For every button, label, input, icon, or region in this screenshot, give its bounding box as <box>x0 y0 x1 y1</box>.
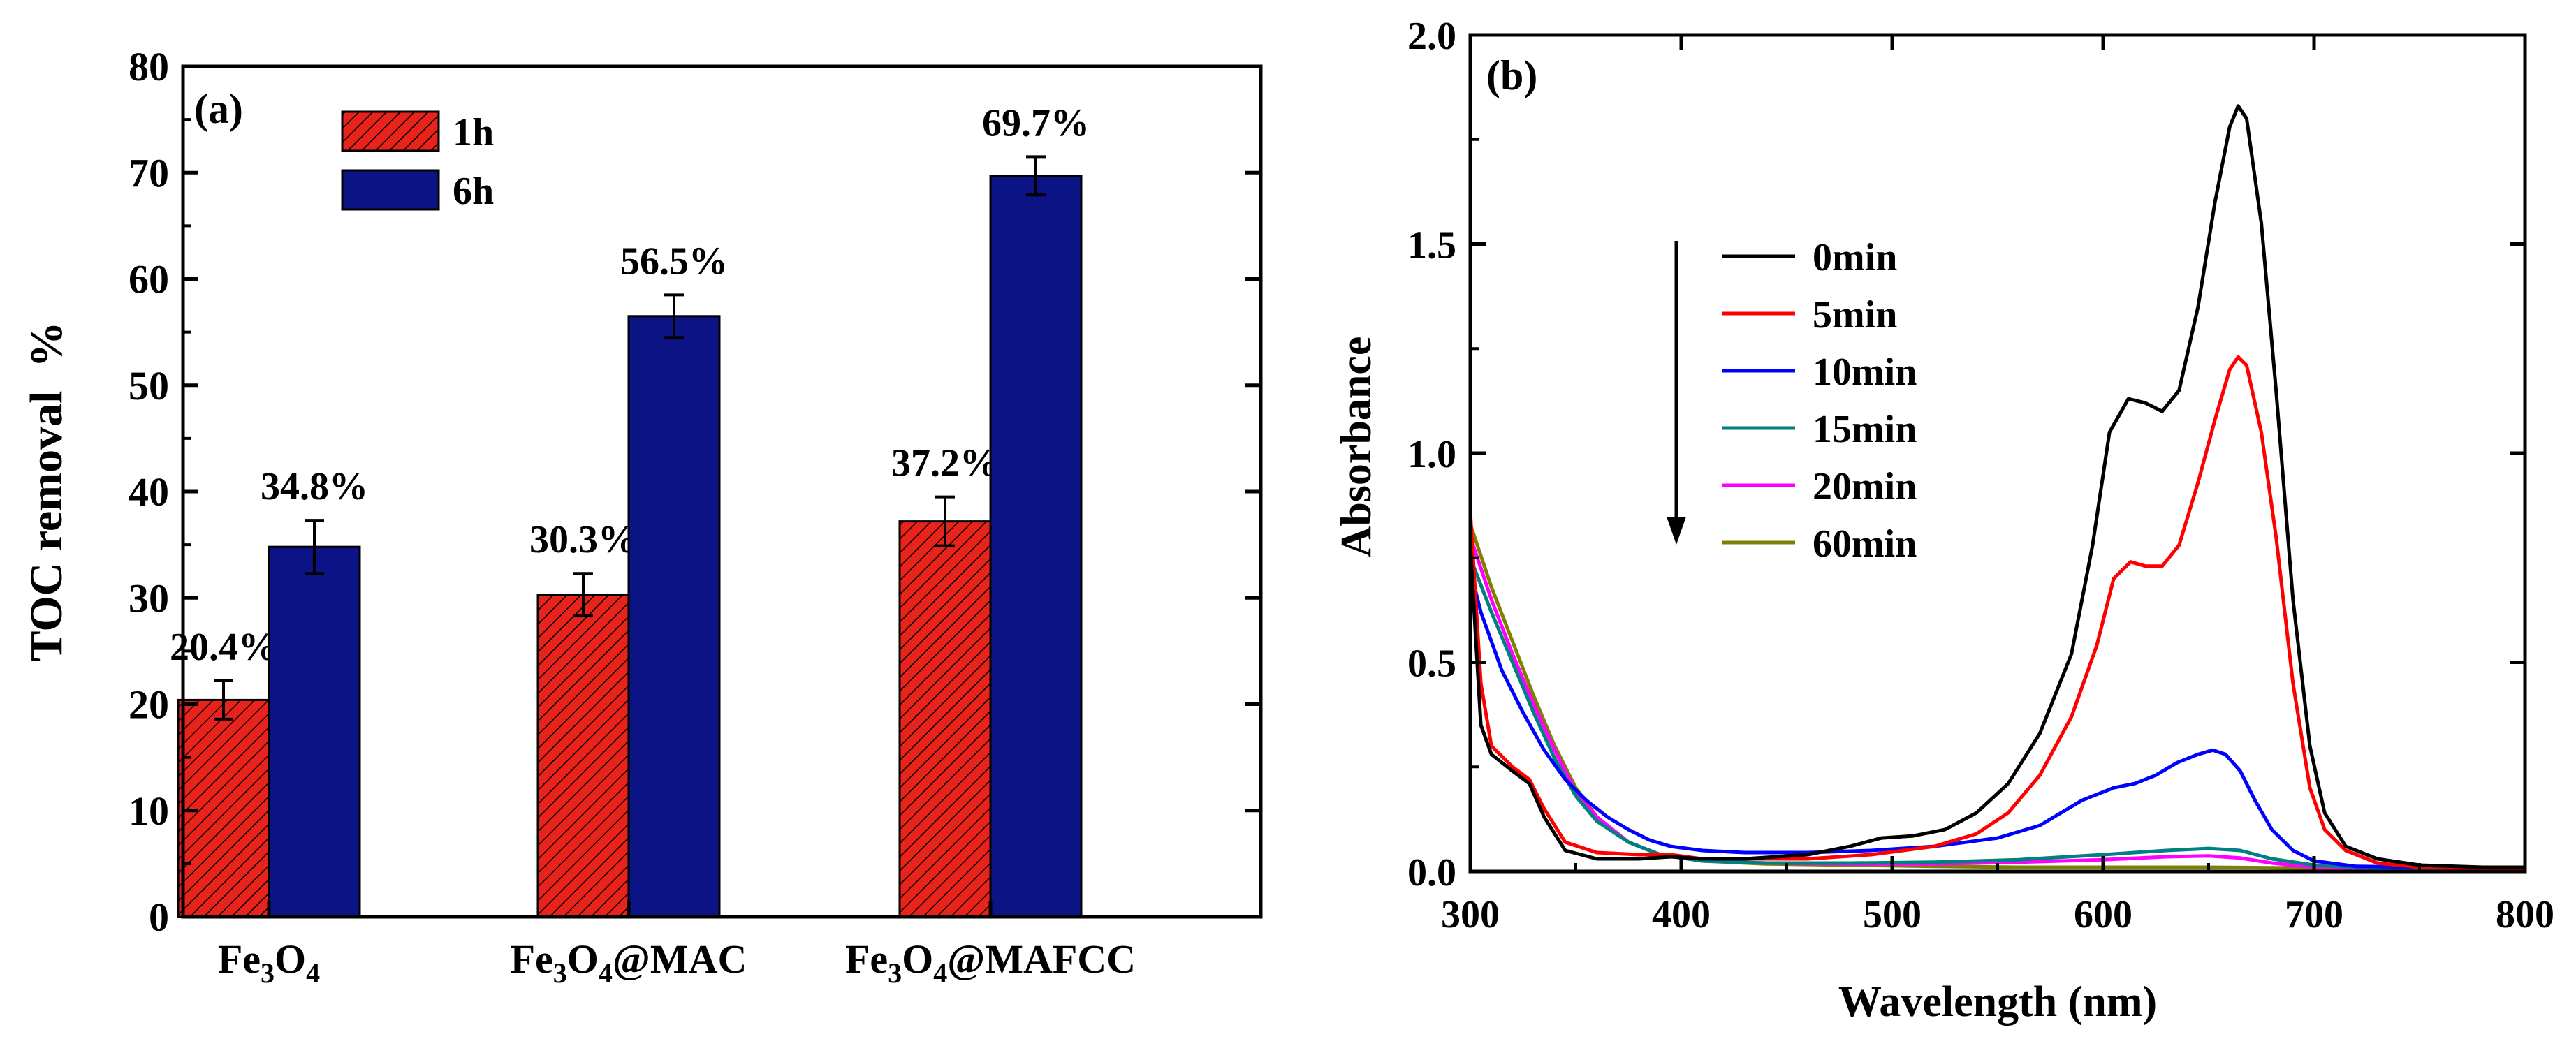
bar-chart-panel: 20.4%30.3%37.2%34.8%56.5%69.7% 010203040… <box>21 44 1263 989</box>
line-chart-y-axis: 0.0 0.5 1.0 1.5 2.0 <box>1407 15 2525 894</box>
line-chart-frame <box>1468 33 2527 874</box>
legend-arrow-head <box>1667 517 1686 545</box>
legend-label-60min: 60min <box>1813 522 1917 566</box>
data-label: 30.3% <box>529 518 637 561</box>
subscript: 3 <box>888 957 902 989</box>
bar-chart-x-axis: Fe3O4 Fe3O4@MAC Fe3O4@MAFCC <box>218 901 1136 989</box>
y-tick-label: 0.0 <box>1407 851 1456 894</box>
data-label: 34.8% <box>261 465 368 508</box>
label-part: Fe <box>218 936 261 982</box>
subscript: 4 <box>599 957 613 989</box>
y-tick-label: 1.0 <box>1407 433 1456 476</box>
series-line-60min <box>1468 524 2526 871</box>
legend-label-6h: 6h <box>453 170 494 213</box>
y-tick-label: 60 <box>129 257 169 302</box>
line-chart-panel-label: (b) <box>1486 52 1537 98</box>
x-tick-label: Fe3O4 <box>218 936 320 989</box>
x-tick-label: 300 <box>1441 893 1500 936</box>
label-part: @MAFCC <box>947 936 1136 982</box>
series-line-15min <box>1468 557 2526 871</box>
bar-chart-y-axis-title: TOC removal % <box>21 321 72 661</box>
y-tick-label: 0.5 <box>1407 642 1456 686</box>
bar-chart-y-axis: 0 10 20 30 40 50 60 70 80 <box>129 44 1261 940</box>
x-tick-label: Fe3O4@MAFCC <box>845 936 1136 989</box>
series-line-0min <box>1468 104 2525 869</box>
subscript: 3 <box>553 957 567 989</box>
label-part: @MAC <box>613 936 747 982</box>
line-chart-y-axis-title: Absorbance <box>1333 337 1380 558</box>
x-tick-label: 500 <box>1863 893 1922 936</box>
data-label: 56.5% <box>620 240 728 283</box>
legend-label-1h: 1h <box>453 111 494 154</box>
label-part: Fe <box>511 936 553 982</box>
x-tick-label: Fe3O4@MAC <box>511 936 747 989</box>
y-tick-label: 0 <box>149 894 169 940</box>
x-tick-label: 400 <box>1652 893 1711 936</box>
bar-chart-plot-area: 20.4% 30.3% 37.2% 34.8% 56.5% 69.7% <box>170 101 1090 918</box>
y-tick-label: 70 <box>129 150 169 196</box>
x-tick-label: 700 <box>2285 893 2343 936</box>
line-chart-x-axis-title: Wavelength (nm) <box>1838 978 2157 1026</box>
data-label: 69.7% <box>982 101 1090 145</box>
subscript: 4 <box>933 957 947 989</box>
bar-6h <box>268 545 361 918</box>
label-part: O <box>902 936 933 982</box>
legend-label-0min: 0min <box>1813 236 1897 279</box>
x-tick-label: 600 <box>2074 893 2132 936</box>
y-tick-label: 30 <box>129 575 169 621</box>
legend-swatch-6h <box>341 169 440 211</box>
data-label: 37.2% <box>891 442 999 485</box>
label-part: O <box>275 936 306 982</box>
legend-label-15min: 15min <box>1813 408 1917 451</box>
y-tick-label: 10 <box>129 788 169 834</box>
y-tick-label: 20 <box>129 682 169 728</box>
bar-1h <box>898 520 992 918</box>
line-chart-x-axis: 300 400 500 600 700 800 <box>1441 35 2554 936</box>
legend-swatch-1h <box>341 110 440 152</box>
label-part: O <box>567 936 599 982</box>
bar-1h <box>177 698 270 918</box>
y-tick-label: 40 <box>129 469 169 515</box>
legend-label-20min: 20min <box>1813 465 1917 508</box>
legend-label-5min: 5min <box>1813 293 1897 337</box>
subscript: 4 <box>306 957 320 989</box>
series-line-10min <box>1468 570 2526 871</box>
subscript: 3 <box>261 957 275 989</box>
y-tick-label: 80 <box>129 44 169 89</box>
bar-chart-panel-label: (a) <box>194 86 243 132</box>
x-tick-label: 800 <box>2496 893 2554 936</box>
y-tick-label: 1.5 <box>1407 224 1456 267</box>
bar-6h <box>627 315 721 918</box>
line-chart-panel: 0.0 0.5 1.0 1.5 2.0 300 400 500 600 700 800 (b) A… <box>1333 15 2554 1026</box>
series-line-5min <box>1468 355 2526 871</box>
data-label: 20.4% <box>170 626 277 669</box>
bar-6h <box>989 175 1083 918</box>
bar-1h <box>536 594 630 918</box>
line-chart-plot-area <box>1468 104 2526 872</box>
line-chart-legend: 0min 5min 10min 15min 20min 60min <box>1667 236 1917 566</box>
legend-label-10min: 10min <box>1813 351 1917 394</box>
label-part: Fe <box>845 936 888 982</box>
y-tick-label: 2.0 <box>1407 15 1456 58</box>
y-tick-label: 50 <box>129 363 169 408</box>
